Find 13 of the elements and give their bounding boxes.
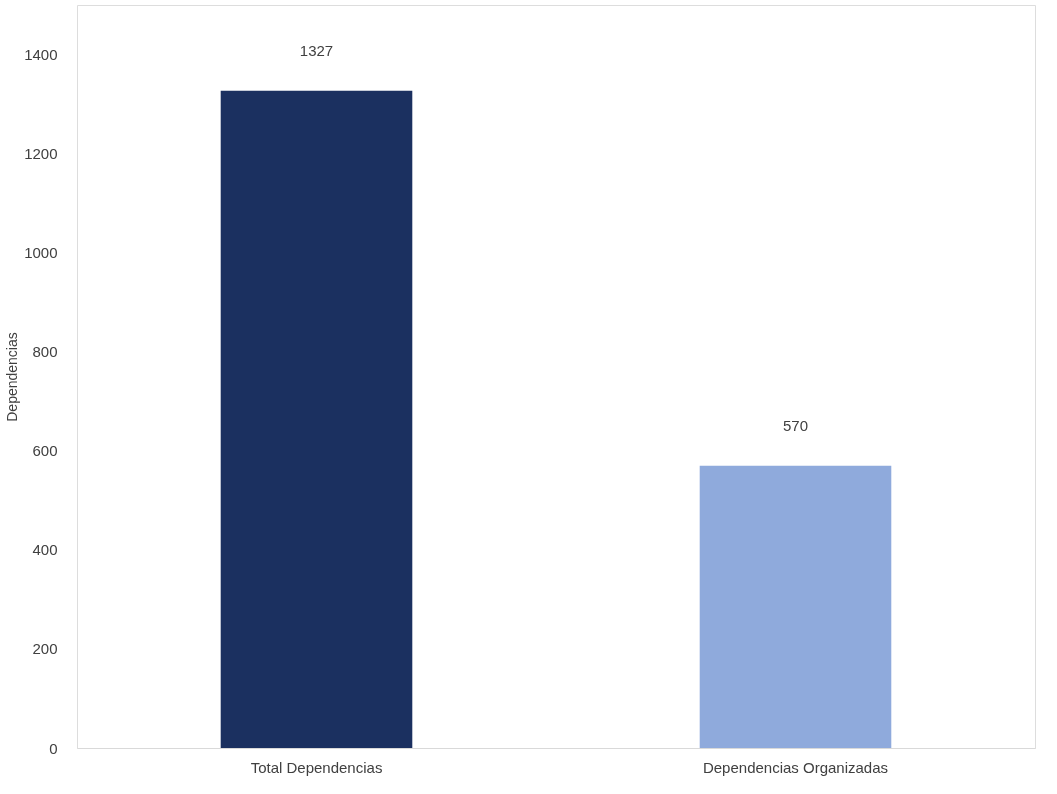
y-tick-label: 800 — [32, 343, 58, 361]
x-tick-label: Dependencias Organizadas — [702, 758, 889, 776]
y-tick-label: 1400 — [24, 46, 58, 64]
x-tick-label: Total Dependencias — [250, 758, 383, 776]
y-tick-label: 0 — [49, 739, 58, 757]
y-tick-label: 400 — [32, 541, 58, 559]
y-axis-title: Dependencias — [4, 332, 21, 422]
y-tick-label: 1200 — [24, 145, 58, 163]
data-label: 1327 — [299, 41, 334, 59]
y-tick-label: 600 — [32, 442, 58, 460]
y-tick-label: 200 — [32, 640, 58, 658]
y-tick-label: 1000 — [24, 244, 58, 262]
data-label: 570 — [782, 416, 809, 434]
